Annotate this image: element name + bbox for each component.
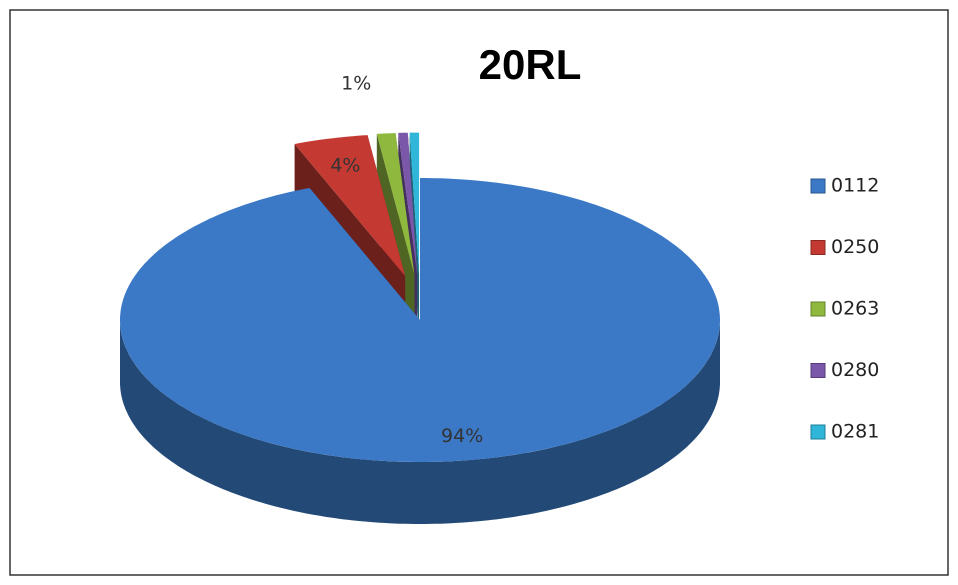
legend-label: 0281 [831, 421, 879, 443]
slice [398, 132, 418, 275]
data-label: 4% [330, 154, 360, 176]
slice [409, 132, 420, 275]
slice [376, 133, 415, 275]
legend-marker [810, 363, 826, 378]
legend-label: 0263 [831, 298, 879, 320]
data-label: 1% [341, 72, 371, 94]
legend-label: 0112 [831, 175, 879, 197]
slice [294, 135, 406, 276]
legend-marker [810, 301, 826, 317]
legend-marker [810, 240, 826, 255]
slice-side [120, 320, 720, 524]
legend-label: 0280 [831, 359, 879, 381]
slice [120, 178, 720, 462]
data-label: 94% [441, 425, 483, 447]
chart-title: 20RL [479, 41, 582, 88]
legend-marker [810, 424, 826, 440]
slice [120, 178, 720, 524]
legend-marker [810, 178, 826, 194]
legend-label: 0250 [831, 236, 879, 258]
